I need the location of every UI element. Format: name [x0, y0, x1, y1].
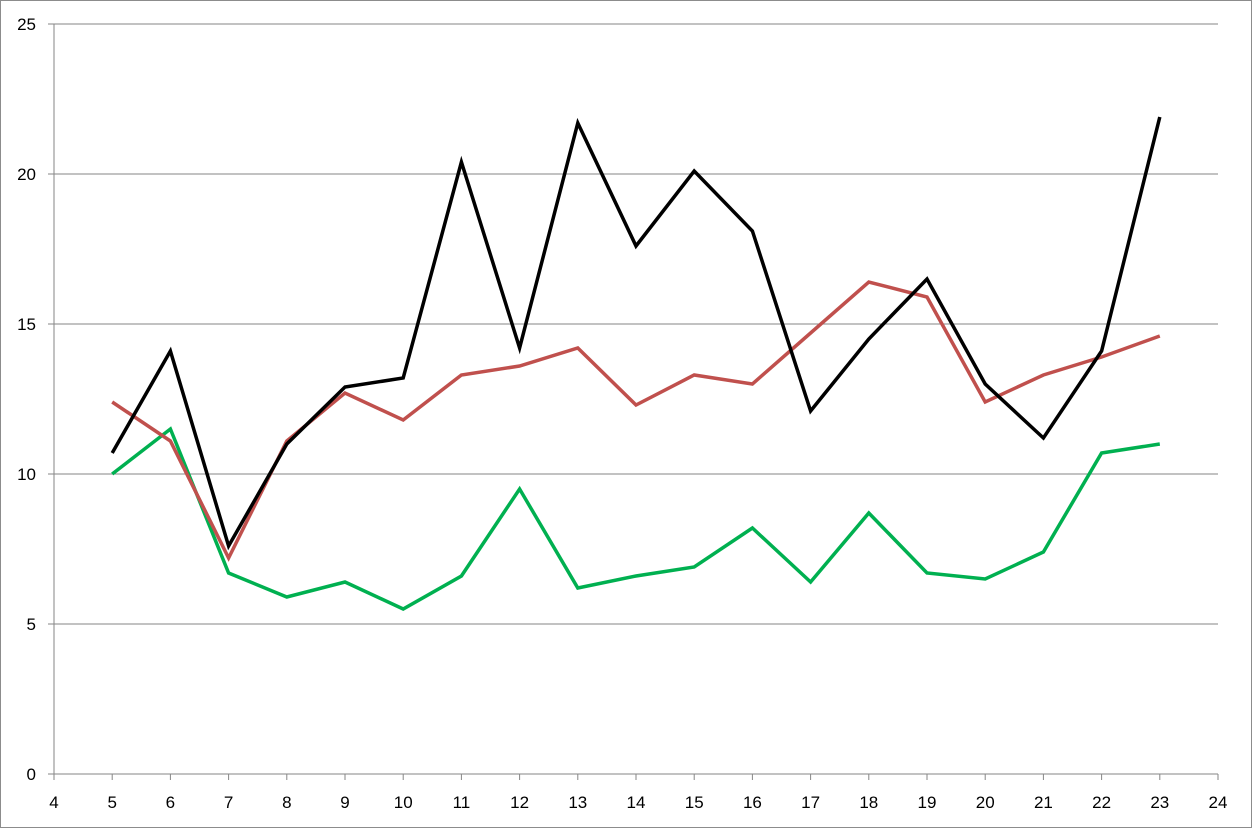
x-tick-label: 6	[166, 793, 175, 812]
x-tick-label: 10	[394, 793, 413, 812]
y-tick-label: 15	[17, 315, 36, 334]
x-tick-label: 8	[282, 793, 291, 812]
x-tick-label: 4	[49, 793, 58, 812]
x-tick-label: 16	[743, 793, 762, 812]
y-tick-label: 20	[17, 165, 36, 184]
x-tick-label: 5	[107, 793, 116, 812]
series-line-3	[111, 426, 1161, 611]
x-tick-label: 19	[918, 793, 937, 812]
x-tick-label: 21	[1034, 793, 1053, 812]
series-line-2	[111, 280, 1161, 562]
x-tick-label: 24	[1209, 793, 1228, 812]
gridlines	[54, 23, 1218, 625]
x-tick-label: 17	[801, 793, 820, 812]
axes	[48, 23, 1219, 780]
x-tick-label: 9	[340, 793, 349, 812]
x-tick-label: 20	[976, 793, 995, 812]
x-tick-label: 22	[1092, 793, 1111, 812]
x-tick-label: 12	[510, 793, 529, 812]
x-tick-label: 13	[568, 793, 587, 812]
x-tick-label: 23	[1150, 793, 1169, 812]
x-tick-label: 18	[859, 793, 878, 812]
y-tick-label: 0	[27, 765, 36, 784]
x-tick-label: 7	[224, 793, 233, 812]
y-tick-label: 10	[17, 465, 36, 484]
x-tick-label: 11	[453, 793, 471, 812]
tick-labels: 0 5 10 15 20 25 4 5 6 7 8 9 10 11 12 13 14 15 16 17 18 19 20 21…	[17, 15, 1227, 812]
y-tick-label: 25	[17, 15, 36, 34]
y-tick-label: 5	[27, 615, 36, 634]
series-line-1	[110, 116, 1162, 551]
x-tick-label: 15	[685, 793, 704, 812]
x-tick-label: 14	[627, 793, 646, 812]
series-lines	[110, 116, 1162, 611]
